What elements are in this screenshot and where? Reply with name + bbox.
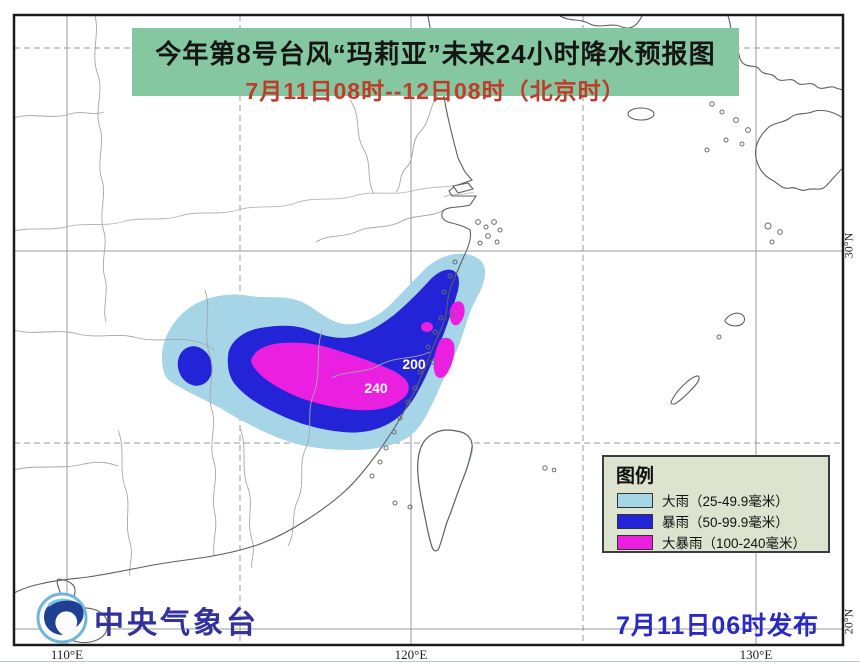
amami-islands (724, 312, 746, 327)
china-mainland-coast (13, 15, 478, 594)
korea-coast (727, 15, 844, 91)
map-title: 今年第8号台风“玛莉亚”未来24小时降水预报图 (155, 39, 716, 69)
lat-label-20n: 20°N (841, 608, 856, 635)
coastal-islets (369, 59, 783, 510)
lon-label-130e: 130°E (739, 647, 773, 662)
kyushu-island (754, 109, 844, 191)
lon-label-110e: 110°E (50, 647, 84, 662)
precip-coastal-strip (433, 337, 455, 378)
title-banner: 今年第8号台风“玛莉亚”未来24小时降水预报图 7月11日08时--12日08时… (132, 28, 739, 104)
map-valid-period: 7月11日08时--12日08时（北京时） (245, 78, 626, 104)
heavy-rainstorm-label: 大暴雨（100-240毫米） (662, 536, 807, 551)
province-borders (13, 15, 445, 577)
map-frame (12, 13, 845, 647)
release-time: 7月11日06时发布 (616, 612, 820, 640)
legend-item-heavy-rain: 大雨（25-49.9毫米） (617, 491, 828, 509)
heavy-rain-label: 大雨（25-49.9毫米） (662, 494, 789, 509)
shandong-coast-bit (559, 15, 643, 29)
graticule-solid (14, 15, 843, 645)
precip-heavy-rainstorm-area (251, 301, 465, 411)
legend-box: 图例 大雨（25-49.9毫米） 暴雨（50-99.9毫米） 大暴雨（100-2… (602, 455, 830, 553)
jeju-island (627, 107, 655, 121)
contour-label-240: 240 (364, 380, 388, 396)
agency-name: 中央气象台 (94, 607, 259, 640)
precip-small-blob (421, 322, 433, 332)
rainstorm-label: 暴雨（50-99.9毫米） (662, 515, 789, 530)
contour-label-200: 200 (402, 356, 426, 372)
legend-title: 图例 (616, 466, 655, 487)
heavy-rain-swatch (617, 492, 653, 508)
yangtze-river (13, 182, 475, 232)
okinawa-island (670, 375, 700, 405)
precip-rainstorm-west-blob (177, 346, 213, 386)
legend-item-heavy-rainstorm: 大暴雨（100-240毫米） (617, 533, 828, 551)
lon-label-120e: 120°E (394, 647, 428, 662)
chongming-islet (452, 182, 474, 194)
rainstorm-swatch (617, 513, 653, 529)
legend-item-rainstorm: 暴雨（50-99.9毫米） (617, 512, 828, 530)
lat-label-30n: 30°N (841, 232, 856, 259)
heavy-rainstorm-swatch (617, 534, 653, 550)
bottom-divider (0, 661, 860, 662)
cma-logo-crescent (48, 598, 73, 607)
cma-logo-swirl (44, 600, 84, 635)
taiwan-island (417, 429, 473, 552)
precip-coastal-blob (449, 301, 465, 326)
cma-logo (36, 592, 88, 644)
